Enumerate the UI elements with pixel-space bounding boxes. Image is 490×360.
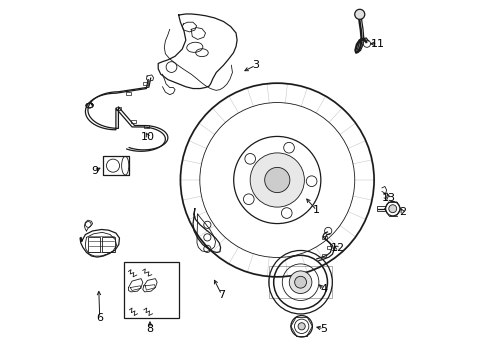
Text: 5: 5 [320, 324, 327, 334]
Text: 13: 13 [381, 193, 395, 203]
Text: 1: 1 [313, 206, 320, 216]
Text: 8: 8 [147, 324, 153, 334]
Circle shape [298, 323, 305, 330]
Bar [126, 92, 131, 95]
Text: 12: 12 [331, 243, 345, 253]
Bar [131, 121, 136, 123]
Circle shape [265, 167, 290, 193]
Text: 11: 11 [371, 39, 385, 49]
Bar [143, 82, 148, 85]
Bar [377, 206, 385, 211]
Circle shape [289, 271, 312, 293]
Bar [144, 126, 149, 129]
Circle shape [250, 153, 304, 207]
Bar [102, 237, 115, 252]
Text: 3: 3 [252, 60, 259, 70]
Bar [116, 107, 122, 110]
Bar [88, 237, 100, 252]
Bar [322, 236, 327, 239]
Text: 6: 6 [96, 313, 103, 323]
Bar [322, 254, 326, 257]
Circle shape [389, 205, 397, 213]
Text: 4: 4 [320, 284, 327, 294]
Bar [327, 246, 331, 249]
Text: 10: 10 [141, 132, 155, 142]
Text: 2: 2 [399, 207, 406, 217]
Circle shape [355, 9, 365, 19]
Bar [103, 156, 129, 175]
Circle shape [294, 276, 307, 288]
Text: 9: 9 [91, 166, 98, 176]
Bar [124, 262, 179, 318]
Text: 7: 7 [218, 290, 225, 300]
Bar [269, 266, 332, 298]
